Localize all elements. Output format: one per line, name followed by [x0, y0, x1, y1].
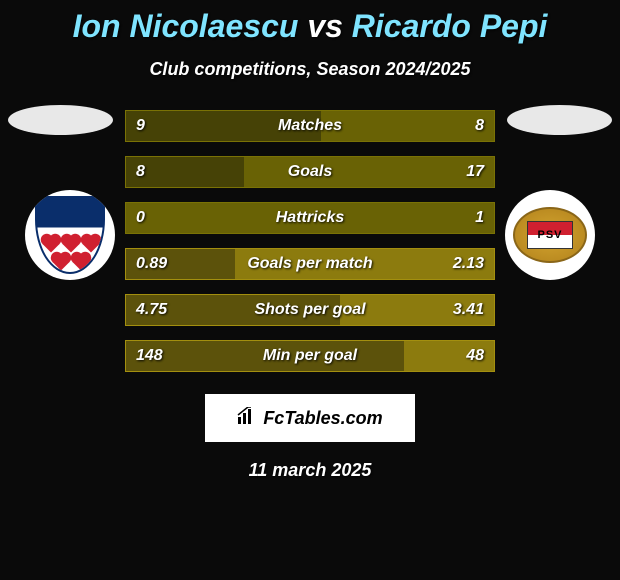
stat-label: Goals per match: [247, 255, 372, 273]
chart-bars-icon: [237, 407, 259, 430]
stat-row: 9 8 Matches: [125, 110, 495, 142]
subtitle: Club competitions, Season 2024/2025: [0, 59, 620, 80]
stat-value-right: 2.13: [453, 255, 484, 273]
club-badge-left: [25, 190, 115, 280]
stat-fill-right: [321, 111, 494, 141]
stat-value-right: 48: [466, 347, 484, 365]
attribution-box: FcTables.com: [205, 394, 415, 442]
attribution-text: FcTables.com: [263, 408, 382, 429]
stat-row: 4.75 3.41 Shots per goal: [125, 294, 495, 326]
stat-row: 0.89 2.13 Goals per match: [125, 248, 495, 280]
stat-value-left: 0: [136, 209, 145, 227]
player2-photo-placeholder: [507, 105, 612, 135]
club-badge-right: PSV: [505, 190, 595, 280]
psv-crest-icon: PSV: [513, 207, 587, 263]
stat-value-left: 4.75: [136, 301, 167, 319]
heerenveen-crest-icon: [35, 196, 105, 274]
stat-label: Hattricks: [276, 209, 344, 227]
vs-separator: vs: [307, 8, 343, 44]
stat-value-right: 8: [475, 117, 484, 135]
date-text: 11 march 2025: [0, 460, 620, 481]
stat-fill-right: [244, 157, 494, 187]
player1-name: Ion Nicolaescu: [73, 8, 299, 44]
stat-value-left: 0.89: [136, 255, 167, 273]
stat-label: Goals: [288, 163, 332, 181]
stat-row: 8 17 Goals: [125, 156, 495, 188]
stat-label: Min per goal: [263, 347, 357, 365]
stats-bars: 9 8 Matches 8 17 Goals 0 1 Hattricks 0.89 2.13 Goal…: [125, 110, 495, 372]
stat-label: Matches: [278, 117, 342, 135]
stat-row: 0 1 Hattricks: [125, 202, 495, 234]
stat-label: Shots per goal: [254, 301, 365, 319]
player2-name: Ricardo Pepi: [352, 8, 548, 44]
comparison-layout: PSV 9 8 Matches 8 17 Goals 0 1 Hattricks 0.89 2.13…: [0, 110, 620, 372]
stat-value-right: 17: [466, 163, 484, 181]
stat-value-left: 148: [136, 347, 163, 365]
comparison-title: Ion Nicolaescu vs Ricardo Pepi: [0, 0, 620, 45]
stat-value-right: 3.41: [453, 301, 484, 319]
stat-row: 148 48 Min per goal: [125, 340, 495, 372]
player1-photo-placeholder: [8, 105, 113, 135]
stat-value-left: 8: [136, 163, 145, 181]
stat-value-left: 9: [136, 117, 145, 135]
stat-value-right: 1: [475, 209, 484, 227]
